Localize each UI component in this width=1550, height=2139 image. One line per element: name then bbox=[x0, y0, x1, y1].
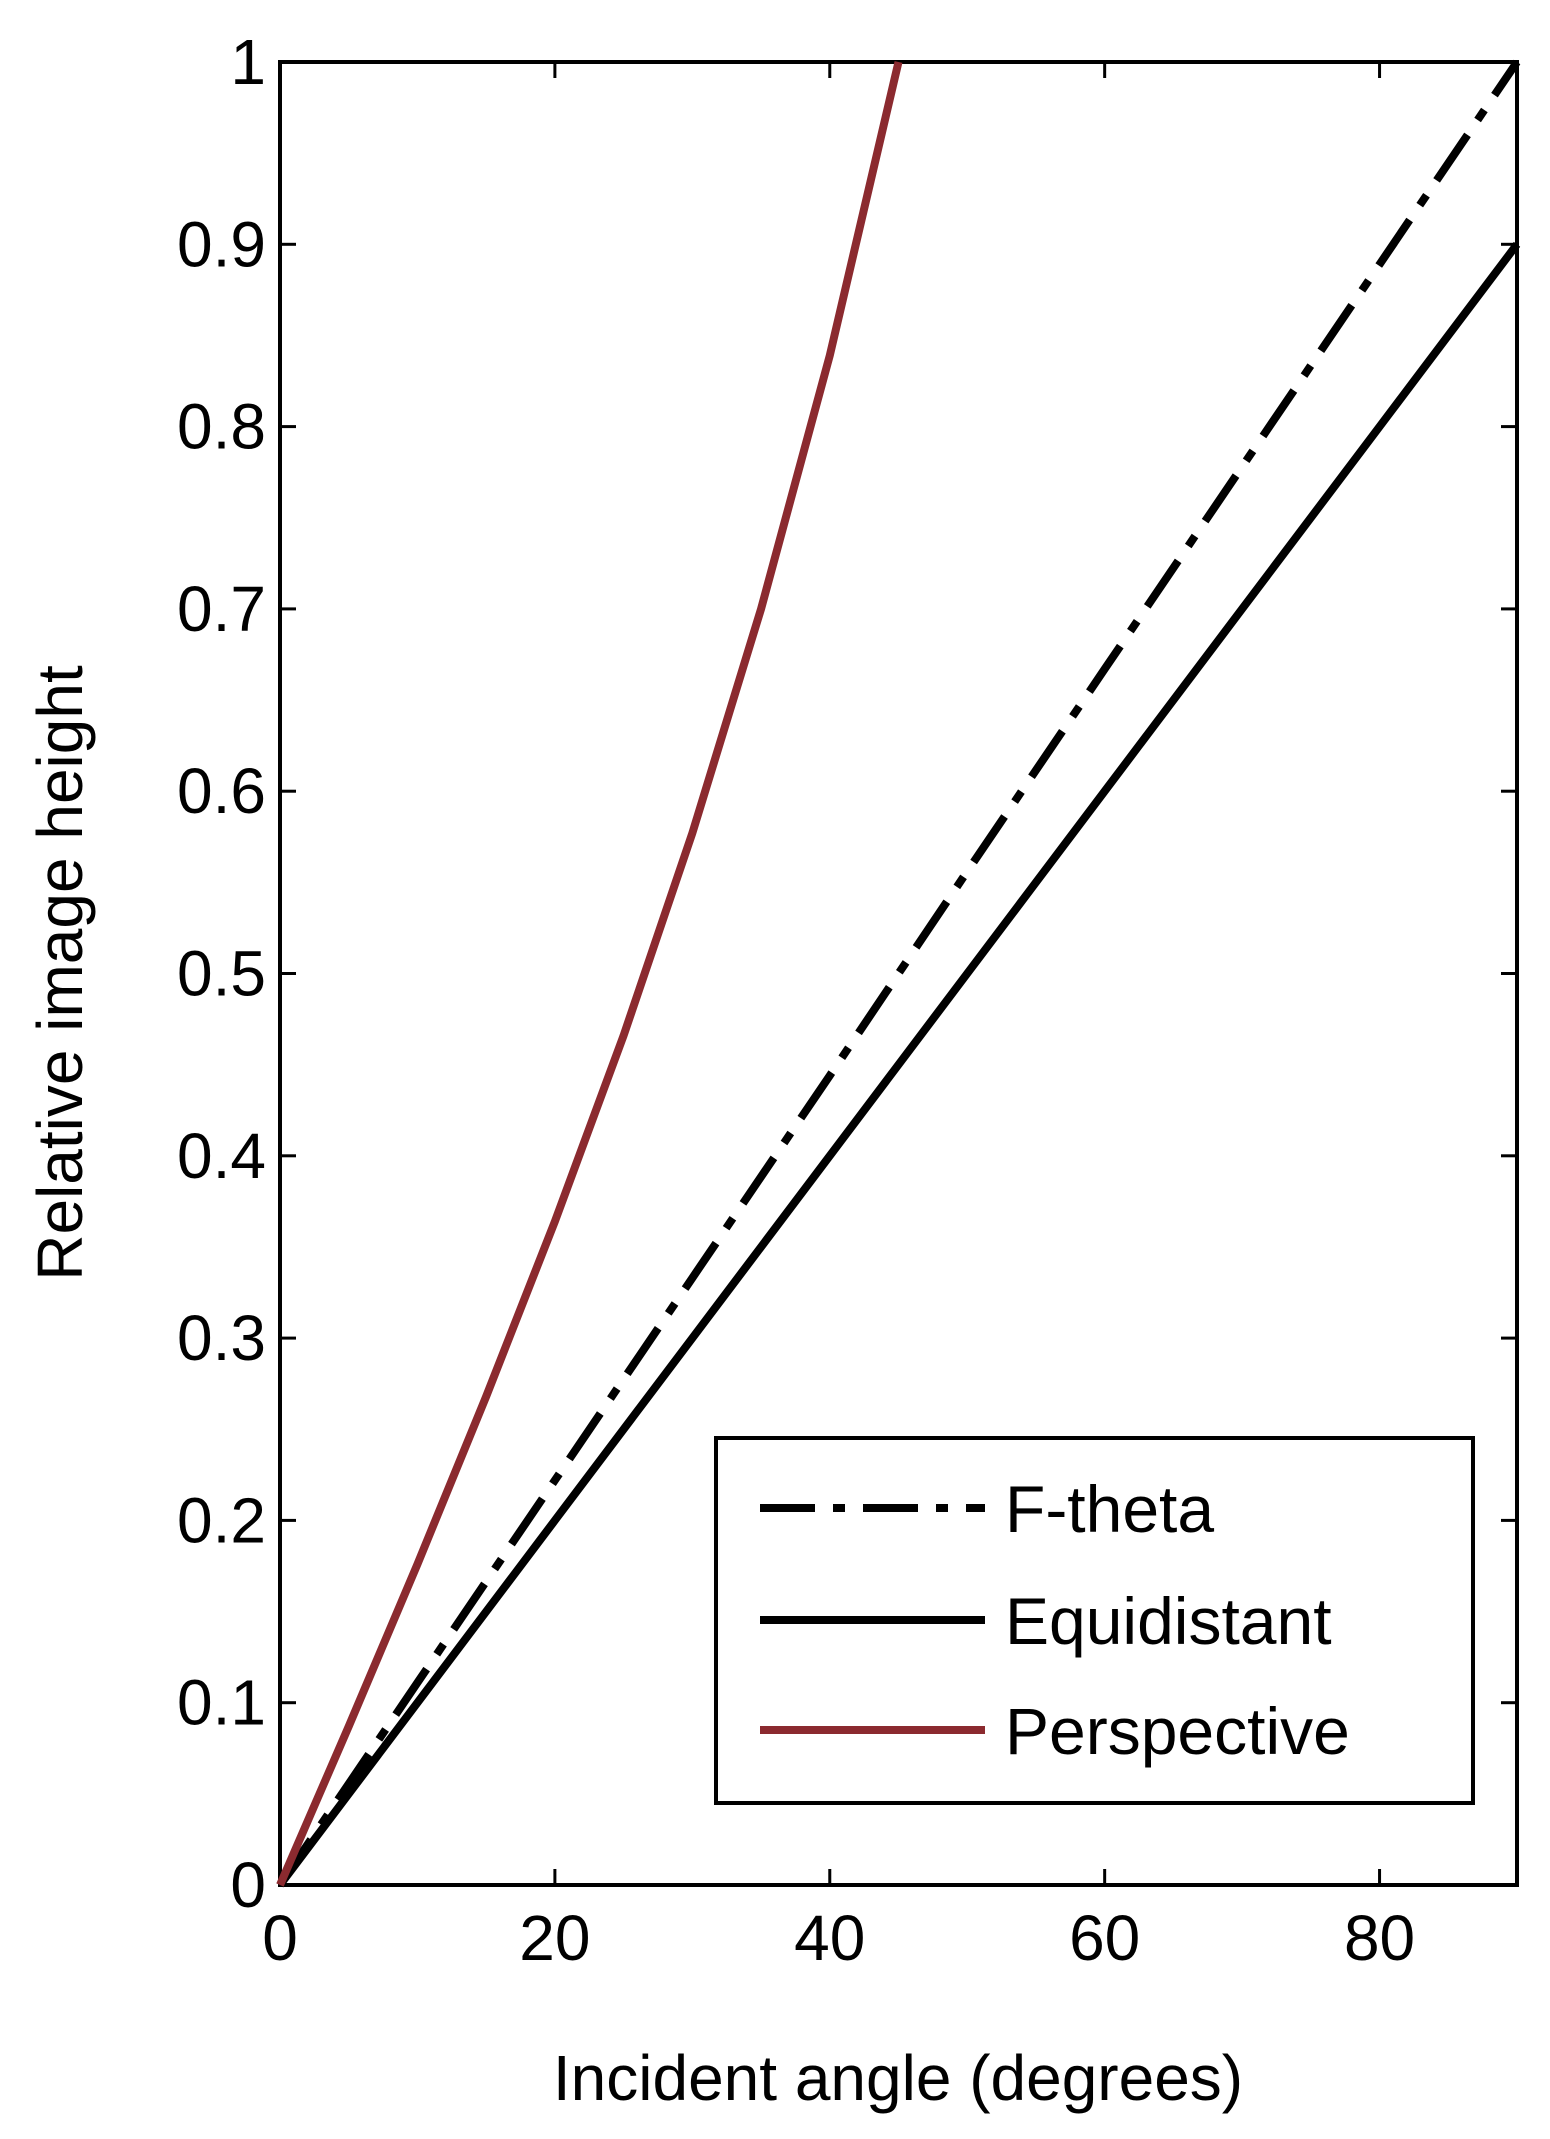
x-axis-label: Incident angle (degrees) bbox=[553, 2042, 1243, 2114]
x-tick-label: 80 bbox=[1344, 1902, 1415, 1974]
y-tick-label: 0.7 bbox=[177, 573, 266, 645]
y-tick-label: 0.3 bbox=[177, 1302, 266, 1374]
x-tick-label: 40 bbox=[794, 1902, 865, 1974]
legend: F-theta Equidistant Perspective bbox=[714, 1436, 1475, 1805]
y-tick-label: 0 bbox=[230, 1849, 266, 1921]
legend-label-equidistant: Equidistant bbox=[1005, 1584, 1332, 1658]
tick-labels: 0 20 40 60 80 0 0.1 0.2 0.3 0.4 0.5 0.6 0.7 0.8 0.9 1 bbox=[177, 26, 1415, 1974]
series-line-equidistant bbox=[276, 241, 1521, 1888]
axis-ticks bbox=[278, 60, 1517, 1887]
y-tick-label: 0.8 bbox=[177, 391, 266, 463]
y-tick-label: 0.2 bbox=[177, 1484, 266, 1556]
x-tick-label: 20 bbox=[519, 1902, 590, 1974]
legend-label-perspective: Perspective bbox=[1005, 1694, 1350, 1768]
y-tick-label: 0.6 bbox=[177, 755, 266, 827]
series-line-perspective bbox=[276, 61, 903, 1887]
x-tick-label: 60 bbox=[1069, 1902, 1140, 1974]
series-layer bbox=[276, 59, 1521, 1888]
legend-label-f-theta: F-theta bbox=[1005, 1472, 1214, 1546]
x-tick-label: 0 bbox=[262, 1902, 298, 1974]
y-tick-label: 0.1 bbox=[177, 1667, 266, 1739]
y-tick-label: 0.5 bbox=[177, 938, 266, 1010]
y-tick-label: 1 bbox=[230, 26, 266, 98]
y-tick-label: 0.4 bbox=[177, 1120, 266, 1192]
y-tick-label: 0.9 bbox=[177, 208, 266, 280]
y-axis-label: Relative image height bbox=[24, 665, 96, 1281]
